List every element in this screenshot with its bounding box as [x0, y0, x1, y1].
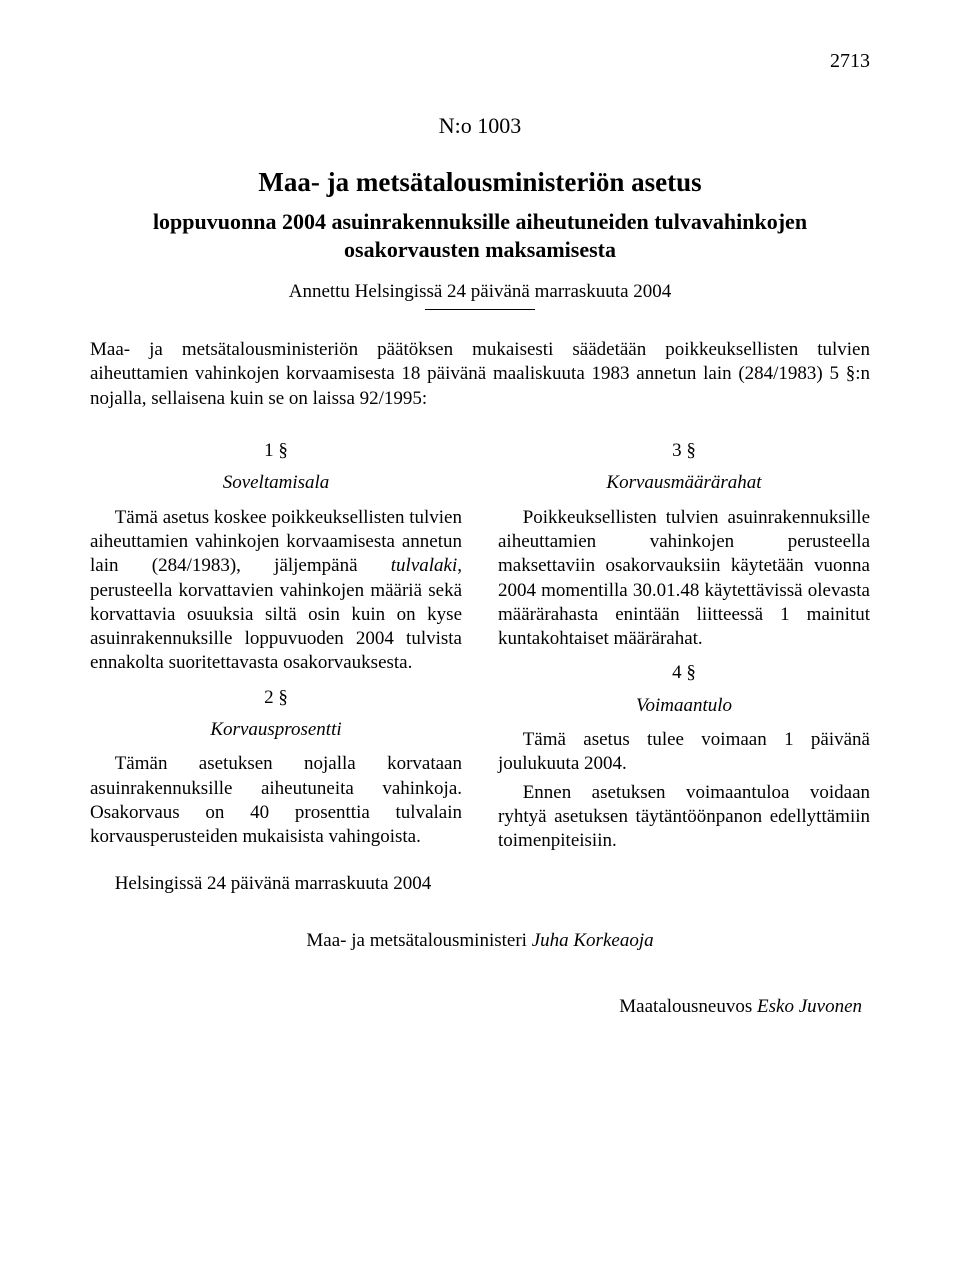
section-1-number: 1 § [90, 439, 462, 463]
counsel-name: Esko Juvonen [757, 996, 862, 1017]
minister-signature: Maa- ja metsätalousministeri Juha Korkea… [90, 930, 870, 952]
divider [425, 309, 535, 310]
counsel-signature: Maatalousneuvos Esko Juvonen [90, 996, 870, 1018]
preamble: Maa- ja metsätalousministeriön päätöksen… [90, 338, 870, 411]
section-3-heading: Korvausmäärärahat [498, 471, 870, 495]
section-1-paragraph: Tämä asetus koskee poikkeuksellisten tul… [90, 506, 462, 676]
section-2-heading: Korvausprosentti [90, 718, 462, 742]
counsel-role: Maatalousneuvos [619, 996, 757, 1017]
statute-term: tulvalaki [391, 555, 457, 576]
section-1-heading: Soveltamisala [90, 471, 462, 495]
right-column: 3 § Korvausmäärärahat Poikkeuksellisten … [498, 429, 870, 930]
document-title: Maa- ja metsätalousministeriön asetus [90, 167, 870, 198]
section-3-number: 3 § [498, 439, 870, 463]
document-number: N:o 1003 [90, 113, 870, 139]
section-4-paragraph-1: Tämä asetus tulee voimaan 1 päivänä joul… [498, 728, 870, 777]
minister-name: Juha Korkeaoja [532, 930, 654, 951]
document-page: 2713 N:o 1003 Maa- ja metsätalousministe… [0, 0, 960, 1078]
minister-role: Maa- ja metsätalousministeri [306, 930, 531, 951]
left-column: 1 § Soveltamisala Tämä asetus koskee poi… [90, 429, 462, 930]
section-4-number: 4 § [498, 661, 870, 685]
document-subtitle: loppuvuonna 2004 asuinrakennuksille aihe… [130, 208, 830, 263]
given-at: Annettu Helsingissä 24 päivänä marraskuu… [90, 281, 870, 303]
section-2-paragraph: Tämän asetuksen nojalla korvataan asuinr… [90, 752, 462, 849]
page-number: 2713 [90, 50, 870, 73]
section-4-heading: Voimaantulo [498, 694, 870, 718]
body-columns: 1 § Soveltamisala Tämä asetus koskee poi… [90, 429, 870, 930]
section-3-paragraph: Poikkeuksellisten tulvien asuinrakennuks… [498, 506, 870, 652]
section-2-number: 2 § [90, 686, 462, 710]
section-4-paragraph-2: Ennen asetuksen voimaantuloa voidaan ryh… [498, 781, 870, 854]
signed-place-date: Helsingissä 24 päivänä marraskuuta 2004 [90, 872, 462, 896]
